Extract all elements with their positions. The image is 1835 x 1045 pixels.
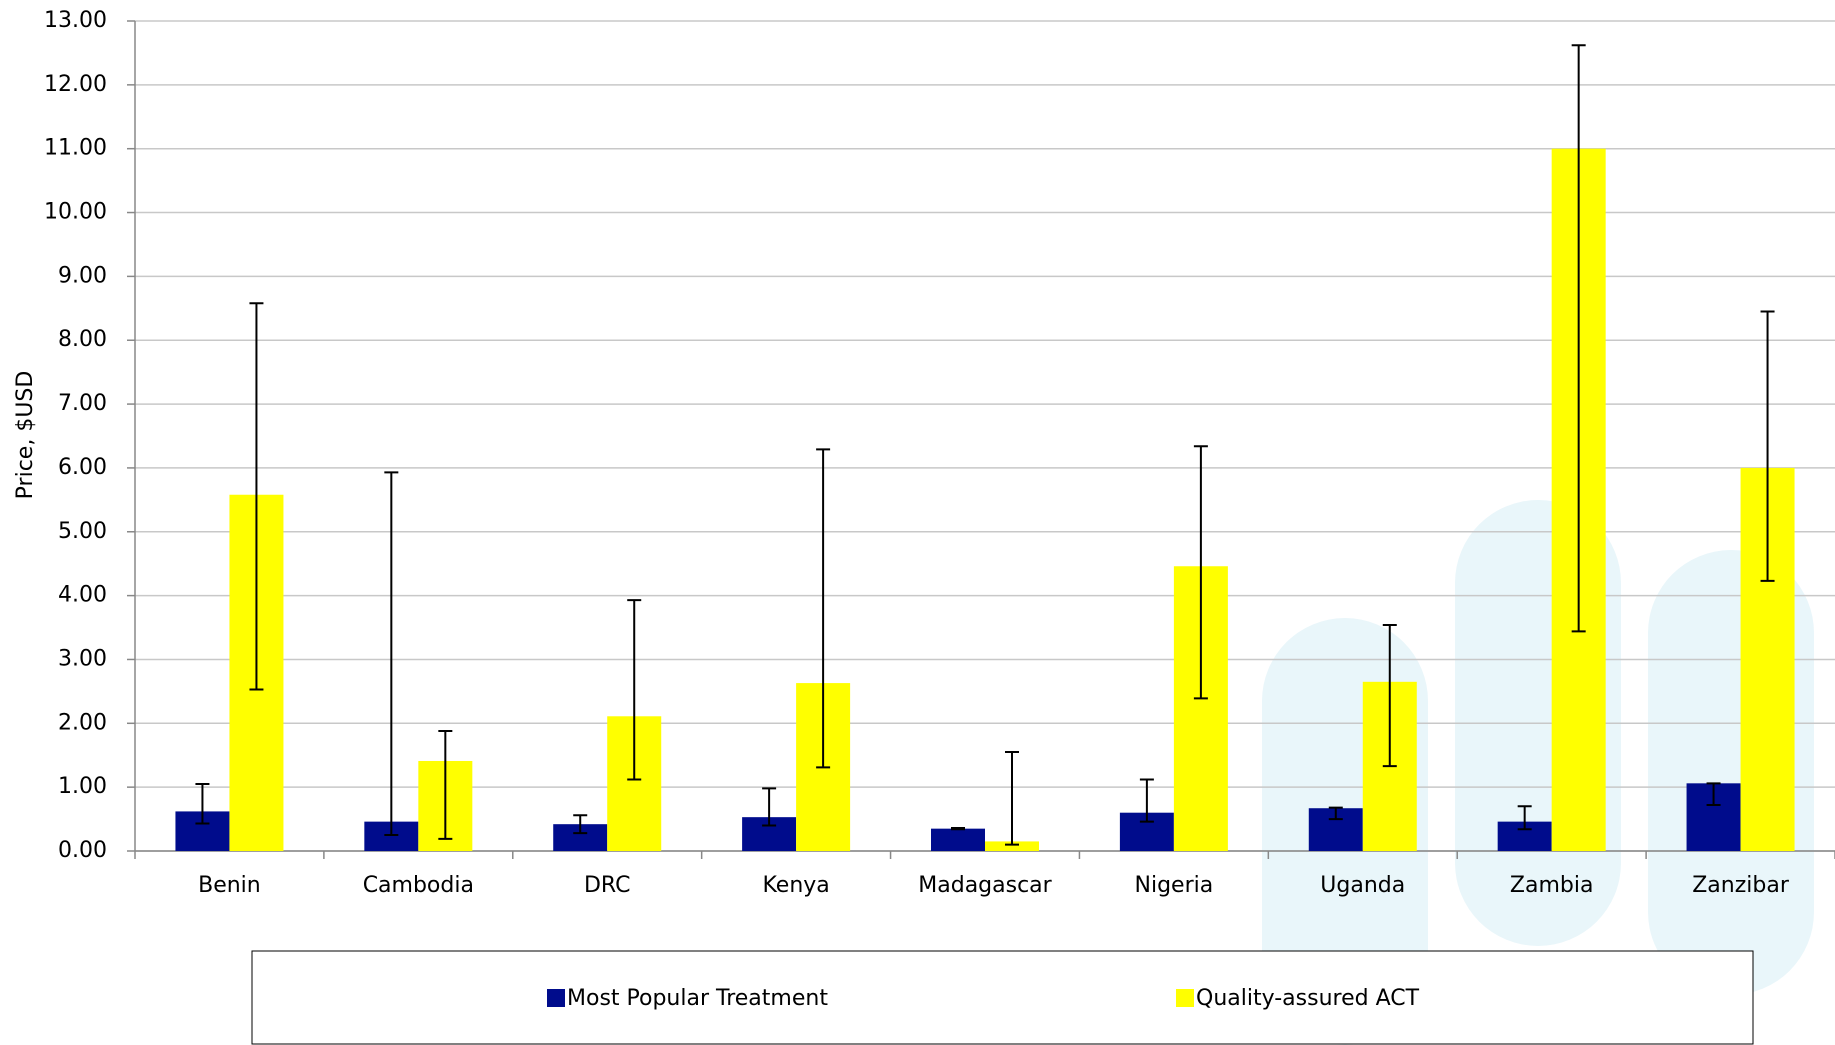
y-tick-label: 11.00 (44, 136, 107, 161)
error-bar (195, 782, 210, 825)
error-bar (1005, 751, 1019, 846)
legend-label: Quality-assured ACT (1196, 986, 1420, 1011)
y-tick-label: 6.00 (58, 455, 107, 480)
legend-label: Most Popular Treatment (567, 986, 828, 1011)
x-tick-label: Zambia (1510, 873, 1594, 898)
x-tick-label: Zanzibar (1692, 873, 1790, 898)
y-tick-label: 10.00 (44, 200, 107, 225)
error-bar (1760, 310, 1775, 582)
error-bar (1193, 445, 1208, 700)
x-tick-label: Uganda (1320, 873, 1405, 898)
y-tick-label: 13.00 (44, 8, 107, 33)
error-bar (1517, 805, 1532, 831)
error-bar (1706, 782, 1721, 807)
error-bar (627, 599, 642, 781)
error-bar (1571, 44, 1586, 633)
y-tick-label: 12.00 (44, 72, 107, 97)
error-bar (1139, 778, 1154, 823)
bar (931, 828, 985, 851)
legend-swatch (547, 989, 565, 1007)
error-bar (1382, 623, 1397, 768)
x-tick-label: Madagascar (918, 873, 1052, 898)
y-tick-label: 2.00 (58, 710, 107, 735)
error-bar (951, 827, 965, 831)
legend-swatch (1176, 989, 1194, 1007)
error-bar (384, 471, 399, 837)
y-tick-label: 8.00 (58, 327, 107, 352)
y-tick-label: 4.00 (58, 583, 107, 608)
error-bar (762, 787, 777, 827)
y-tick-label: 3.00 (58, 646, 107, 671)
y-tick-label: 0.00 (58, 838, 107, 863)
y-tick-label: 7.00 (58, 391, 107, 416)
x-tick-label: Nigeria (1135, 873, 1214, 898)
error-bar (438, 729, 453, 840)
error-bar (573, 814, 588, 835)
y-tick-label: 1.00 (58, 774, 107, 799)
error-bar (1328, 806, 1343, 821)
x-tick-label: Kenya (762, 873, 829, 898)
y-axis-label: Price, $USD (13, 371, 38, 500)
y-tick-label: 9.00 (58, 263, 107, 288)
y-tick-label: 5.00 (58, 519, 107, 544)
x-tick-label: Cambodia (363, 873, 474, 898)
error-bar (816, 448, 831, 769)
bar (985, 841, 1039, 851)
legend-box (251, 950, 1754, 1045)
x-tick-label: Benin (198, 873, 261, 898)
error-bar (249, 302, 264, 691)
x-tick-label: DRC (584, 873, 631, 898)
